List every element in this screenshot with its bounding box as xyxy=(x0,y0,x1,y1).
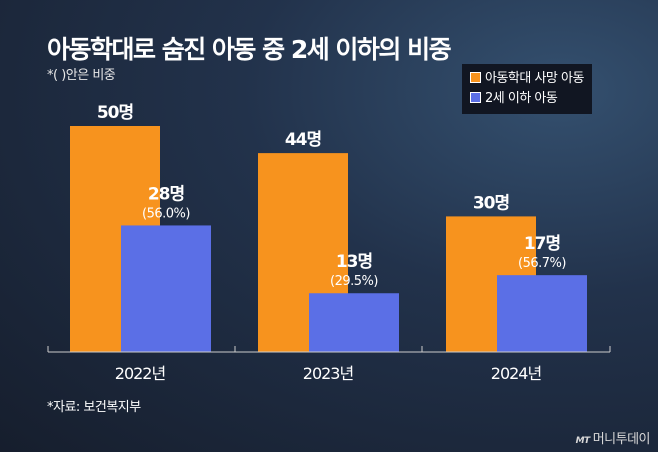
bar xyxy=(497,275,587,352)
data-label: 28명 xyxy=(148,184,184,204)
bar xyxy=(121,225,211,352)
data-label: 44명 xyxy=(285,130,321,150)
share-label: (29.5%) xyxy=(330,274,378,289)
legend-label: 2세 이하 아동 xyxy=(485,91,558,106)
data-label: 50명 xyxy=(97,103,133,123)
source-note: *자료: 보건복지부 xyxy=(47,400,141,415)
legend-label: 아동학대 사망 아동 xyxy=(485,71,584,86)
data-label: 13명 xyxy=(336,252,372,272)
share-label: (56.0%) xyxy=(142,206,190,221)
chart-note: *( )안은 비중 xyxy=(47,68,116,83)
x-tick-label: 2024년 xyxy=(491,364,542,383)
brand-logo: MT 머니투데이 xyxy=(575,432,651,447)
x-tick-label: 2023년 xyxy=(303,364,354,383)
data-label: 30명 xyxy=(473,193,509,213)
data-label: 17명 xyxy=(524,234,560,254)
legend-swatch-orange xyxy=(470,72,481,83)
chart-title: 아동학대로 숨진 아동 중 2세 이하의 비중 xyxy=(47,35,452,64)
x-tick-label: 2022년 xyxy=(115,364,166,383)
bar xyxy=(309,293,399,352)
legend-item: 2세 이하 아동 xyxy=(470,89,584,109)
legend-swatch-blue xyxy=(470,92,481,103)
legend: 아동학대 사망 아동 2세 이하 아동 xyxy=(462,64,592,114)
share-label: (56.7%) xyxy=(518,256,566,271)
legend-item: 아동학대 사망 아동 xyxy=(470,69,584,89)
